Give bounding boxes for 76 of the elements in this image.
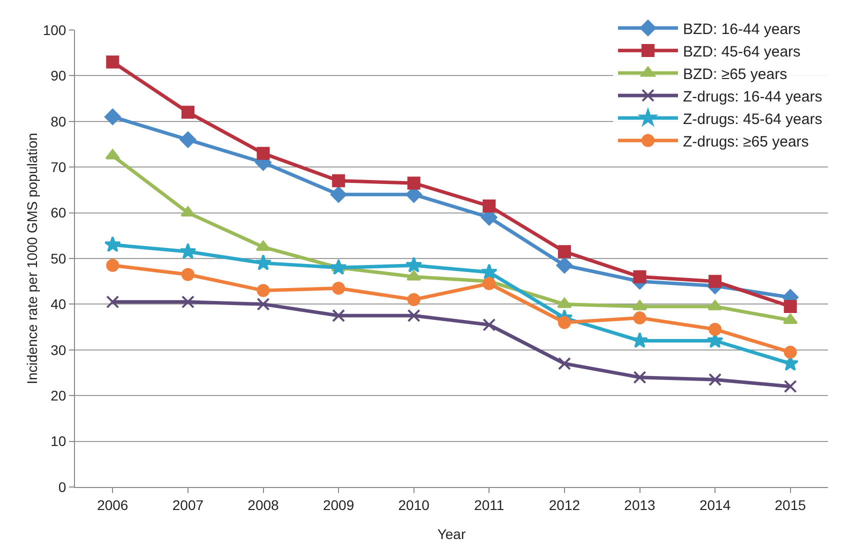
point — [407, 293, 420, 306]
legend-label: BZD: ≥65 years — [683, 66, 788, 83]
x-tick-label: 2011 — [474, 496, 504, 513]
y-tick-label: 10 — [50, 433, 66, 450]
x-tick-label: 2008 — [248, 496, 280, 513]
point — [181, 268, 194, 281]
y-tick-label: 20 — [50, 388, 66, 404]
point — [106, 55, 120, 68]
point — [180, 206, 196, 217]
point — [632, 300, 648, 310]
point — [708, 322, 722, 336]
point — [105, 149, 120, 160]
point — [330, 258, 347, 275]
point — [106, 295, 120, 308]
point — [482, 199, 496, 212]
point — [784, 300, 797, 313]
point — [407, 309, 420, 322]
point — [557, 298, 572, 308]
point — [330, 186, 347, 203]
point — [480, 264, 498, 280]
legend-label: BZD: 16-44 years — [683, 20, 801, 38]
point — [332, 282, 346, 295]
point — [256, 298, 270, 311]
point — [106, 258, 120, 272]
x-tick-label: 2010 — [398, 496, 430, 513]
point — [784, 380, 797, 393]
point — [406, 270, 422, 281]
point — [633, 311, 646, 324]
x-tick-label: 2015 — [774, 496, 806, 513]
x-tick-label: 2007 — [172, 496, 204, 513]
point — [332, 309, 346, 322]
point — [406, 256, 422, 273]
point — [556, 257, 573, 274]
y-tick-label: 90 — [50, 68, 66, 84]
y-tick-label: 30 — [50, 342, 66, 358]
point — [708, 274, 722, 288]
y-tick-label: 50 — [50, 250, 66, 266]
point — [407, 176, 420, 190]
point — [256, 284, 270, 297]
point — [256, 146, 270, 160]
point — [180, 132, 196, 148]
x-tick-label: 2009 — [322, 496, 354, 513]
x-axis-title: Year — [437, 526, 466, 542]
y-tick-label: 80 — [50, 113, 66, 130]
y-axis-title: Incidence rate per 1000 GMS population — [24, 132, 40, 384]
point — [708, 373, 722, 386]
point — [181, 295, 194, 308]
point — [558, 245, 571, 258]
point — [181, 106, 194, 119]
point — [633, 270, 646, 284]
point — [254, 254, 272, 270]
y-tick-label: 100 — [42, 22, 66, 38]
point — [332, 174, 346, 188]
y-tick-label: 40 — [50, 296, 66, 312]
y-tick-label: 60 — [50, 204, 66, 221]
point — [708, 300, 722, 310]
x-tick-label: 2012 — [548, 496, 580, 513]
point — [180, 242, 196, 259]
legend-label: Z-drugs: 45-64 years — [683, 110, 822, 128]
point — [104, 236, 121, 252]
point — [482, 318, 496, 332]
point — [633, 370, 646, 384]
legend-label: BZD: 45-64 years — [683, 43, 801, 60]
point — [783, 314, 798, 324]
x-tick-label: 2013 — [624, 496, 656, 513]
point — [482, 277, 496, 290]
x-tick-label: 2006 — [97, 496, 128, 513]
legend-label: Z-drugs: ≥65 years — [683, 133, 809, 150]
point — [558, 357, 571, 370]
legend-label: Z-drugs: 16-44 years — [683, 88, 822, 106]
point — [104, 108, 121, 125]
x-tick-label: 2014 — [699, 496, 731, 513]
y-tick-label: 0 — [58, 478, 66, 495]
point — [784, 346, 797, 359]
point — [558, 316, 571, 329]
y-tick-label: 70 — [50, 159, 66, 175]
